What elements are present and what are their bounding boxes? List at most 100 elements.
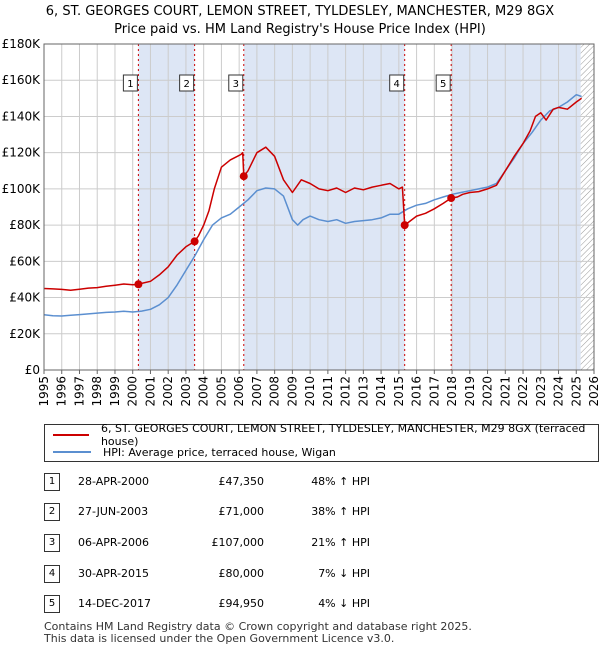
sale-label-number: 3 <box>233 79 239 90</box>
x-tick-label: 2026 <box>587 376 600 407</box>
sale-date: 30-APR-2015 <box>78 567 150 580</box>
x-tick-label: 1996 <box>55 376 69 407</box>
x-tick-label: 2020 <box>481 376 495 407</box>
y-tick-label: £60K <box>9 254 41 268</box>
x-tick-label: 2008 <box>268 376 282 407</box>
sale-price: £107,000 <box>211 536 265 549</box>
x-tick-label: 2005 <box>214 376 228 407</box>
y-tick-label: £80K <box>9 218 41 232</box>
x-tick-label: 2018 <box>445 376 459 407</box>
sale-number-badge: 4 <box>44 565 60 583</box>
sale-date: 06-APR-2006 <box>78 536 150 549</box>
legend: 6, ST. GEORGES COURT, LEMON STREET, TYLD… <box>44 422 599 462</box>
chart-subtitle: Price paid vs. HM Land Registry's House … <box>114 22 486 37</box>
x-tick-label: 2009 <box>285 376 299 407</box>
y-tick-label: £180K <box>2 37 42 51</box>
legend-item-hpi: HPI: Average price, terraced house, Wiga… <box>53 444 336 460</box>
x-tick-label: 2003 <box>179 376 193 407</box>
legend-label-property: 6, ST. GEORGES COURT, LEMON STREET, TYLD… <box>100 422 586 448</box>
sale-row: 1 28-APR-2000 £47,350 48% ↑ HPI <box>0 473 600 495</box>
x-tick-label: 1998 <box>90 376 104 407</box>
x-tick-label: 2017 <box>427 376 441 407</box>
x-tick-label: 2024 <box>552 376 566 407</box>
sale-point <box>190 237 199 246</box>
price-chart: 1 2 3 4 5 £0 £20K £40K £60K £80K £100K £120K £140K £… <box>2 37 600 407</box>
sale-number-badge: 1 <box>44 473 60 491</box>
sale-hpi-diff: 21% ↑ HPI <box>311 536 370 549</box>
sale-label-box <box>122 74 138 92</box>
x-tick-label: 2000 <box>126 376 140 407</box>
x-tick-label: 2014 <box>374 376 388 407</box>
y-tick-label: £160K <box>2 73 42 87</box>
x-tick-label: 2013 <box>356 376 370 407</box>
hpi-line <box>44 93 582 317</box>
shaded-period <box>243 44 405 370</box>
sale-date: 27-JUN-2003 <box>78 505 149 518</box>
sale-label-box <box>228 74 244 92</box>
sale-label-number: 4 <box>394 79 400 90</box>
x-tick-label: 2012 <box>339 376 353 407</box>
x-tick-label: 2021 <box>498 376 512 407</box>
x-tick-label: 2016 <box>410 376 424 407</box>
legend-item-property: 6, ST. GEORGES COURT, LEMON STREET, TYLD… <box>53 422 598 448</box>
legend-swatch-hpi <box>53 451 91 453</box>
x-tick-label: 2001 <box>143 376 157 407</box>
sale-date: 28-APR-2000 <box>78 475 150 488</box>
sale-hpi-diff: 48% ↑ HPI <box>311 475 370 488</box>
x-tick-label: 2007 <box>250 376 264 407</box>
footer: Contains HM Land Registry data © Crown c… <box>44 621 472 645</box>
footer-copyright: Contains HM Land Registry data © Crown c… <box>44 620 472 633</box>
sale-price: £71,000 <box>218 505 265 518</box>
sale-label-number: 2 <box>183 79 189 90</box>
plot-frame <box>43 43 595 371</box>
sale-price: £94,950 <box>218 597 265 610</box>
y-tick-label: £0 <box>25 363 40 377</box>
sale-point <box>400 221 409 230</box>
sale-row: 3 06-APR-2006 £107,000 21% ↑ HPI <box>0 534 600 556</box>
forecast-hatch <box>580 44 594 370</box>
sale-point <box>239 172 248 181</box>
sale-date: 14-DEC-2017 <box>78 597 152 610</box>
y-tick-label: £20K <box>9 327 41 341</box>
sale-number-badge: 5 <box>44 595 60 613</box>
sale-number-badge: 3 <box>44 534 60 552</box>
footer-licence: This data is licensed under the Open Gov… <box>44 632 395 645</box>
sale-label-box <box>389 74 405 92</box>
x-tick-label: 2023 <box>534 376 548 407</box>
sale-hpi-diff: 4% ↓ HPI <box>318 597 370 610</box>
x-tick-label: 2022 <box>516 376 530 407</box>
legend-label-hpi: HPI: Average price, terraced house, Wiga… <box>103 445 336 459</box>
sale-hpi-diff: 38% ↑ HPI <box>311 505 370 518</box>
sale-label-box <box>179 74 195 92</box>
x-tick-label: 2004 <box>197 376 211 407</box>
shaded-period <box>451 44 581 370</box>
y-tick-label: £120K <box>2 146 42 160</box>
legend-swatch-property <box>53 434 89 436</box>
shaded-period <box>138 44 195 370</box>
x-tick-label: 2002 <box>161 376 175 407</box>
sale-point <box>447 194 456 203</box>
x-tick-label: 2006 <box>232 376 246 407</box>
x-tick-label: 2010 <box>303 376 317 407</box>
sale-row: 5 14-DEC-2017 £94,950 4% ↓ HPI <box>0 595 600 617</box>
x-tick-label: 1995 <box>37 376 51 407</box>
y-tick-label: £100K <box>2 182 42 196</box>
x-tick-label: 2019 <box>463 376 477 407</box>
sale-label-number: 1 <box>127 79 133 90</box>
chart-title: 6, ST. GEORGES COURT, LEMON STREET, TYLD… <box>45 4 555 19</box>
x-tick-label: 1999 <box>108 376 122 407</box>
sale-row: 4 30-APR-2015 £80,000 7% ↓ HPI <box>0 565 600 587</box>
sale-point <box>134 280 143 289</box>
x-tick-label: 2025 <box>569 376 583 407</box>
sale-number-badge: 2 <box>44 503 60 521</box>
sale-row: 2 27-JUN-2003 £71,000 38% ↑ HPI <box>0 503 600 525</box>
sale-label-number: 5 <box>440 79 446 90</box>
sale-price: £47,350 <box>218 475 265 488</box>
sale-price: £80,000 <box>218 567 265 580</box>
x-tick-label: 2011 <box>321 376 335 407</box>
x-tick-label: 2015 <box>392 376 406 407</box>
sale-label-box <box>435 74 451 92</box>
y-tick-label: £140K <box>2 109 42 123</box>
sale-hpi-diff: 7% ↓ HPI <box>318 567 370 580</box>
y-tick-label: £40K <box>9 291 41 305</box>
